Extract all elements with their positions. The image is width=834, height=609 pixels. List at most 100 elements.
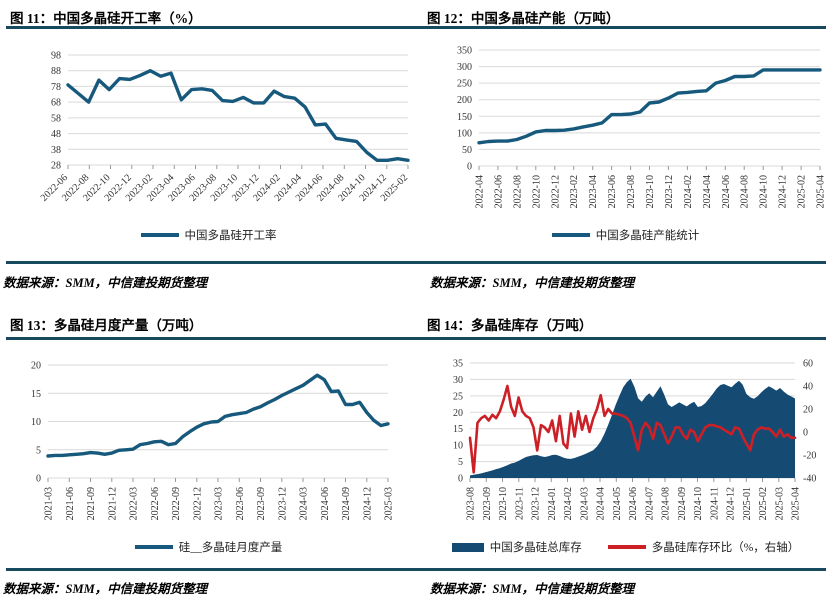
svg-text:50: 50	[462, 145, 472, 156]
svg-text:98: 98	[51, 51, 61, 62]
svg-text:15: 15	[31, 389, 41, 400]
svg-text:2023-11: 2023-11	[514, 487, 525, 520]
svg-text:2024-08: 2024-08	[740, 175, 751, 208]
svg-text:2022-04: 2022-04	[475, 175, 486, 208]
svg-text:2024-08: 2024-08	[661, 487, 672, 520]
svg-text:2024-03: 2024-03	[579, 487, 590, 520]
legend-item: 中国多晶硅产能统计	[551, 227, 700, 243]
svg-text:2024-04: 2024-04	[596, 487, 607, 520]
legend-item: 中国多晶硅总库存	[451, 539, 582, 555]
svg-text:2025-03: 2025-03	[774, 487, 785, 520]
title-rule-top	[6, 26, 826, 29]
svg-text:2022-08: 2022-08	[512, 175, 523, 208]
svg-text:15: 15	[453, 424, 463, 435]
svg-text:2024-11: 2024-11	[709, 487, 720, 520]
legend-line-swatch	[551, 233, 590, 237]
svg-text:2024-09: 2024-09	[341, 487, 352, 520]
svg-text:2023-10: 2023-10	[498, 487, 509, 520]
svg-text:2025-01: 2025-01	[742, 487, 753, 520]
svg-text:48: 48	[51, 129, 61, 140]
svg-text:88: 88	[51, 66, 61, 77]
legend-label: 中国多晶硅总库存	[489, 542, 582, 554]
source-note: 数据来源：SMM，中信建投期货整理	[430, 276, 635, 290]
svg-text:2022-10: 2022-10	[531, 175, 542, 208]
svg-text:0: 0	[458, 474, 463, 485]
svg-text:10: 10	[453, 441, 463, 452]
legend-line-swatch	[140, 233, 179, 237]
svg-text:2024-07: 2024-07	[644, 487, 655, 520]
svg-text:60: 60	[803, 359, 813, 370]
svg-text:2023-06: 2023-06	[607, 175, 618, 208]
svg-text:2025-03: 2025-03	[384, 487, 395, 520]
source-rule-bottom	[6, 568, 826, 571]
title-rule-bottom	[6, 337, 826, 340]
svg-text:2022-03: 2022-03	[129, 487, 140, 520]
legend-label: 中国多晶硅产能统计	[595, 230, 700, 242]
svg-text:25: 25	[453, 391, 463, 402]
svg-text:2024-06: 2024-06	[628, 487, 639, 520]
legend-area-swatch	[451, 542, 484, 552]
svg-text:2023-10: 2023-10	[645, 175, 656, 208]
figure-11-legend: 中国多晶硅开工率	[0, 227, 417, 243]
svg-text:2021-06: 2021-06	[65, 487, 76, 520]
svg-text:2022-12: 2022-12	[550, 175, 561, 208]
legend-label: 多晶硅库存环比（%，右轴）	[651, 542, 800, 554]
legend-item: 多晶硅库存环比（%，右轴）	[607, 539, 800, 555]
svg-text:2024-02: 2024-02	[563, 487, 574, 520]
svg-text:2024-12: 2024-12	[726, 487, 737, 520]
svg-text:2024-12: 2024-12	[778, 175, 789, 208]
figure-14-legend: 中国多晶硅总库存 多晶硅库存环比（%，右轴）	[417, 539, 834, 555]
svg-text:2022-09: 2022-09	[171, 487, 182, 520]
svg-text:-20: -20	[803, 451, 816, 462]
figure-14-title: 图 14：多晶硅库存（万吨）	[427, 318, 593, 333]
svg-text:2023-06: 2023-06	[235, 487, 246, 520]
figure-14-chart: 35 30 25 20 15 10 5 0 60 40 20 0 -20 -40 2023-08 2023-0…	[453, 359, 816, 521]
svg-text:2024-03: 2024-03	[299, 487, 310, 520]
svg-text:2021-03: 2021-03	[44, 487, 55, 520]
legend-label: 硅__多晶硅月度产量	[178, 542, 283, 554]
svg-text:-40: -40	[803, 474, 816, 485]
svg-text:2025-04: 2025-04	[816, 175, 827, 208]
svg-text:350: 350	[457, 46, 472, 57]
svg-text:250: 250	[457, 79, 472, 90]
legend-item: 中国多晶硅开工率	[140, 227, 277, 243]
figure-11-chart: 98887868584838282022-062022-082022-10202…	[39, 51, 410, 204]
svg-text:2025-02: 2025-02	[797, 175, 808, 208]
svg-text:2023-12: 2023-12	[277, 487, 288, 520]
svg-text:58: 58	[51, 113, 61, 124]
source-note: 数据来源：SMM，中信建投期货整理	[3, 276, 208, 290]
svg-text:2023-04: 2023-04	[588, 175, 599, 208]
svg-text:20: 20	[803, 405, 813, 416]
source-note: 数据来源：SMM，中信建投期货整理	[3, 582, 208, 596]
svg-text:2024-12: 2024-12	[362, 487, 373, 520]
svg-text:2023-12: 2023-12	[531, 487, 542, 520]
svg-text:2024-06: 2024-06	[721, 175, 732, 208]
svg-text:10: 10	[31, 417, 41, 428]
svg-text:0: 0	[467, 162, 472, 173]
source-note: 数据来源：SMM，中信建投期货整理	[430, 582, 635, 596]
svg-text:2023-08: 2023-08	[466, 487, 477, 520]
svg-text:2023-02: 2023-02	[569, 175, 580, 208]
svg-text:2023-12: 2023-12	[664, 175, 675, 208]
figure-11-title: 图 11：中国多晶硅开工率（%）	[10, 11, 202, 26]
legend-item: 硅__多晶硅月度产量	[134, 539, 283, 555]
legend-label: 中国多晶硅开工率	[184, 230, 277, 242]
svg-text:150: 150	[457, 112, 472, 123]
svg-text:300: 300	[457, 62, 472, 73]
svg-text:2025-02: 2025-02	[758, 487, 769, 520]
svg-text:2024-02: 2024-02	[683, 175, 694, 208]
svg-text:200: 200	[457, 95, 472, 106]
svg-text:38: 38	[51, 145, 61, 156]
svg-text:2022-06: 2022-06	[493, 175, 504, 208]
svg-text:5: 5	[36, 445, 41, 456]
svg-text:2023-09: 2023-09	[482, 487, 493, 520]
svg-text:2025-04: 2025-04	[791, 487, 802, 520]
figure-13-legend: 硅__多晶硅月度产量	[0, 539, 417, 555]
svg-text:30: 30	[453, 375, 463, 386]
svg-text:20: 20	[453, 408, 463, 419]
svg-text:2022-06: 2022-06	[150, 487, 161, 520]
svg-text:20: 20	[31, 361, 41, 372]
